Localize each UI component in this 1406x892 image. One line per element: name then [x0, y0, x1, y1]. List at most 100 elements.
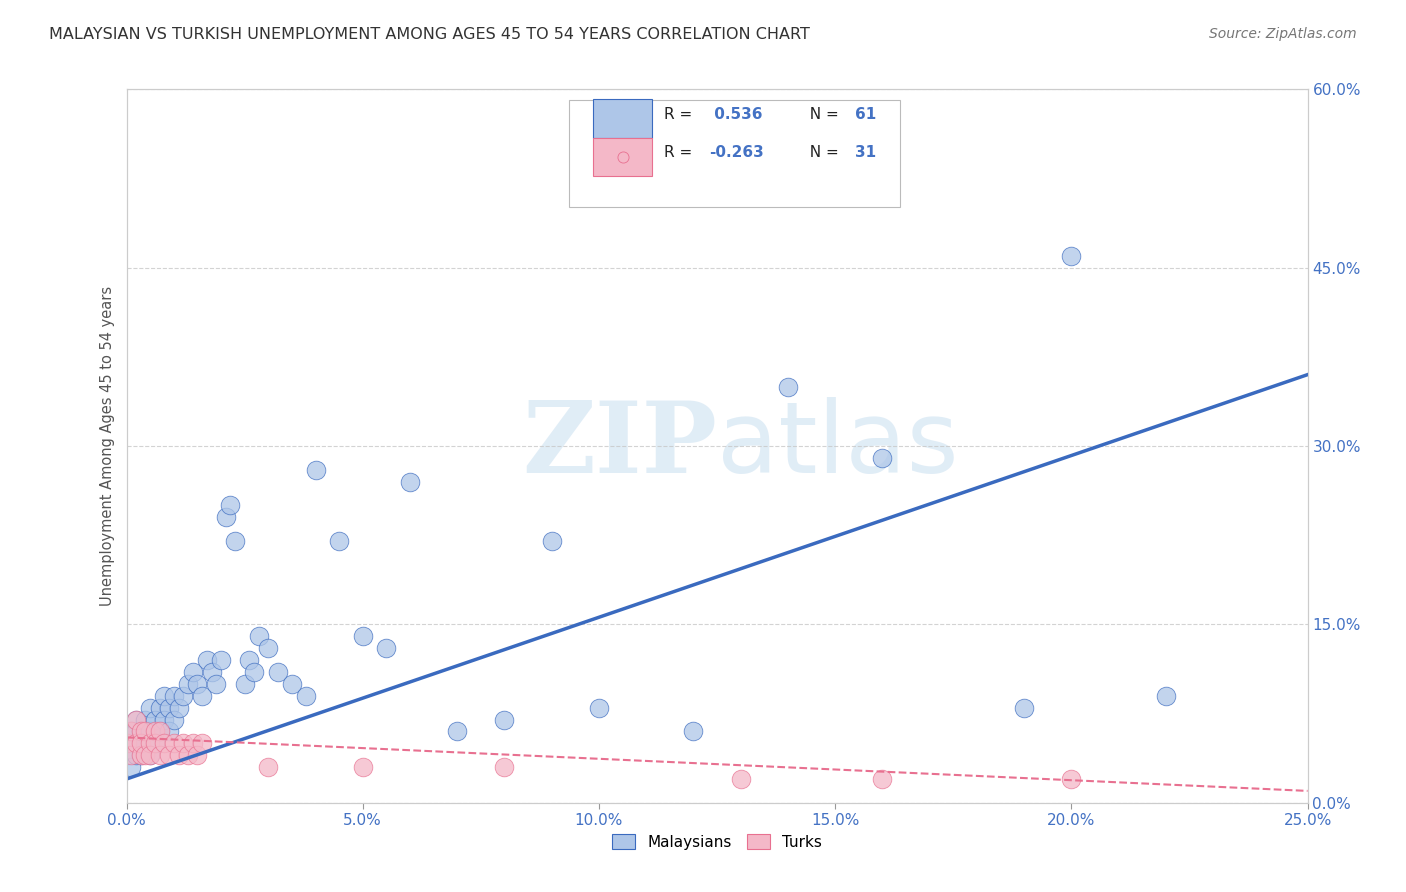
Point	[149, 748, 172, 763]
Point	[191, 689, 214, 703]
Point	[134, 736, 156, 750]
Point	[267, 665, 290, 679]
Point	[139, 748, 162, 763]
Point	[682, 724, 704, 739]
Point	[247, 629, 270, 643]
Point	[295, 689, 318, 703]
Point	[149, 724, 172, 739]
Point	[494, 713, 516, 727]
Text: ZIP: ZIP	[522, 398, 717, 494]
Legend: Malaysians, Turks: Malaysians, Turks	[606, 828, 828, 855]
Text: 0.536: 0.536	[709, 107, 762, 121]
Point	[205, 677, 228, 691]
Point	[157, 724, 180, 739]
Point	[1154, 689, 1177, 703]
Point	[157, 700, 180, 714]
FancyBboxPatch shape	[593, 99, 652, 137]
Point	[172, 689, 194, 703]
Point	[139, 724, 162, 739]
Point	[139, 736, 162, 750]
Point	[143, 736, 166, 750]
Point	[134, 748, 156, 763]
Point	[243, 665, 266, 679]
Point	[115, 736, 138, 750]
Point	[776, 379, 799, 393]
Text: 61: 61	[855, 107, 876, 121]
Point	[125, 736, 148, 750]
Point	[129, 724, 152, 739]
Point	[125, 713, 148, 727]
Point	[446, 724, 468, 739]
Point	[1012, 700, 1035, 714]
Text: MALAYSIAN VS TURKISH UNEMPLOYMENT AMONG AGES 45 TO 54 YEARS CORRELATION CHART: MALAYSIAN VS TURKISH UNEMPLOYMENT AMONG …	[49, 27, 810, 42]
Point	[134, 713, 156, 727]
Point	[139, 700, 162, 714]
Point	[163, 713, 186, 727]
Point	[129, 724, 152, 739]
Point	[304, 463, 326, 477]
Point	[352, 629, 374, 643]
Point	[163, 736, 186, 750]
Point	[153, 713, 176, 727]
Point	[143, 713, 166, 727]
Point	[181, 665, 204, 679]
Point	[238, 653, 260, 667]
Text: N =: N =	[800, 107, 844, 121]
Point	[233, 677, 256, 691]
Point	[191, 736, 214, 750]
Point	[129, 748, 152, 763]
Point	[153, 736, 176, 750]
Point	[540, 534, 562, 549]
Text: R =: R =	[664, 145, 697, 161]
Point	[328, 534, 350, 549]
Point	[181, 736, 204, 750]
Point	[399, 475, 422, 489]
Point	[352, 760, 374, 774]
Point	[120, 760, 142, 774]
Point	[149, 724, 172, 739]
Point	[120, 736, 142, 750]
Point	[257, 760, 280, 774]
Text: R =: R =	[664, 107, 697, 121]
Text: N =: N =	[800, 145, 844, 161]
FancyBboxPatch shape	[569, 100, 900, 207]
Point	[129, 748, 152, 763]
Point	[588, 700, 610, 714]
Point	[177, 748, 200, 763]
Point	[195, 653, 218, 667]
Point	[120, 724, 142, 739]
Point	[157, 748, 180, 763]
Point	[375, 641, 398, 656]
Point	[139, 748, 162, 763]
FancyBboxPatch shape	[593, 137, 652, 177]
Point	[163, 689, 186, 703]
Point	[167, 700, 190, 714]
Point	[143, 724, 166, 739]
Point	[494, 760, 516, 774]
Point	[115, 748, 138, 763]
Point	[186, 677, 208, 691]
Point	[224, 534, 246, 549]
Point	[872, 450, 894, 465]
Point	[129, 736, 152, 750]
Point	[186, 748, 208, 763]
Point	[1060, 772, 1083, 786]
Point	[215, 510, 238, 524]
Point	[125, 713, 148, 727]
Point	[200, 665, 222, 679]
Point	[134, 724, 156, 739]
Point	[281, 677, 304, 691]
Text: atlas: atlas	[717, 398, 959, 494]
Point	[129, 736, 152, 750]
Point	[153, 689, 176, 703]
Point	[219, 499, 242, 513]
Text: -0.263: -0.263	[709, 145, 763, 161]
Point	[1060, 249, 1083, 263]
Point	[257, 641, 280, 656]
Point	[872, 772, 894, 786]
Point	[730, 772, 752, 786]
Point	[172, 736, 194, 750]
Point	[167, 748, 190, 763]
Point	[177, 677, 200, 691]
Text: Source: ZipAtlas.com: Source: ZipAtlas.com	[1209, 27, 1357, 41]
